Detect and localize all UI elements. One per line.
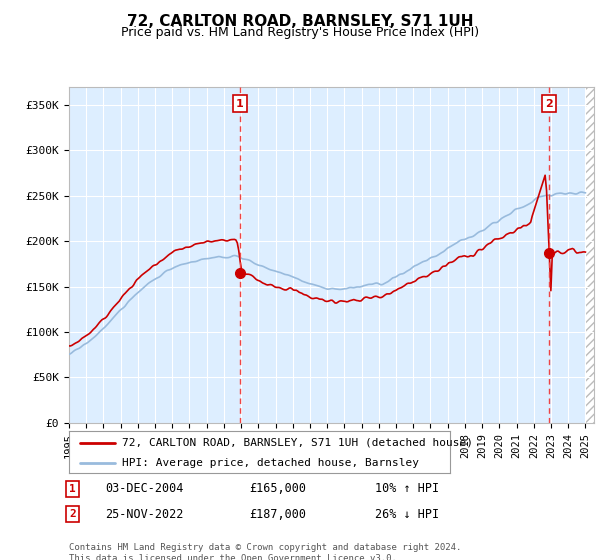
Text: 72, CARLTON ROAD, BARNSLEY, S71 1UH (detached house): 72, CARLTON ROAD, BARNSLEY, S71 1UH (det…: [122, 438, 473, 448]
Text: Contains HM Land Registry data © Crown copyright and database right 2024.
This d: Contains HM Land Registry data © Crown c…: [69, 543, 461, 560]
Text: £165,000: £165,000: [249, 482, 306, 496]
Text: HPI: Average price, detached house, Barnsley: HPI: Average price, detached house, Barn…: [122, 458, 419, 468]
Text: 72, CARLTON ROAD, BARNSLEY, S71 1UH: 72, CARLTON ROAD, BARNSLEY, S71 1UH: [127, 14, 473, 29]
Text: £187,000: £187,000: [249, 507, 306, 521]
Text: 1: 1: [236, 99, 244, 109]
Text: 1: 1: [69, 484, 76, 494]
Text: 03-DEC-2004: 03-DEC-2004: [105, 482, 184, 496]
Text: 10% ↑ HPI: 10% ↑ HPI: [375, 482, 439, 496]
Text: 25-NOV-2022: 25-NOV-2022: [105, 507, 184, 521]
Text: 26% ↓ HPI: 26% ↓ HPI: [375, 507, 439, 521]
Text: 2: 2: [69, 509, 76, 519]
Text: Price paid vs. HM Land Registry's House Price Index (HPI): Price paid vs. HM Land Registry's House …: [121, 26, 479, 39]
Text: 2: 2: [545, 99, 553, 109]
